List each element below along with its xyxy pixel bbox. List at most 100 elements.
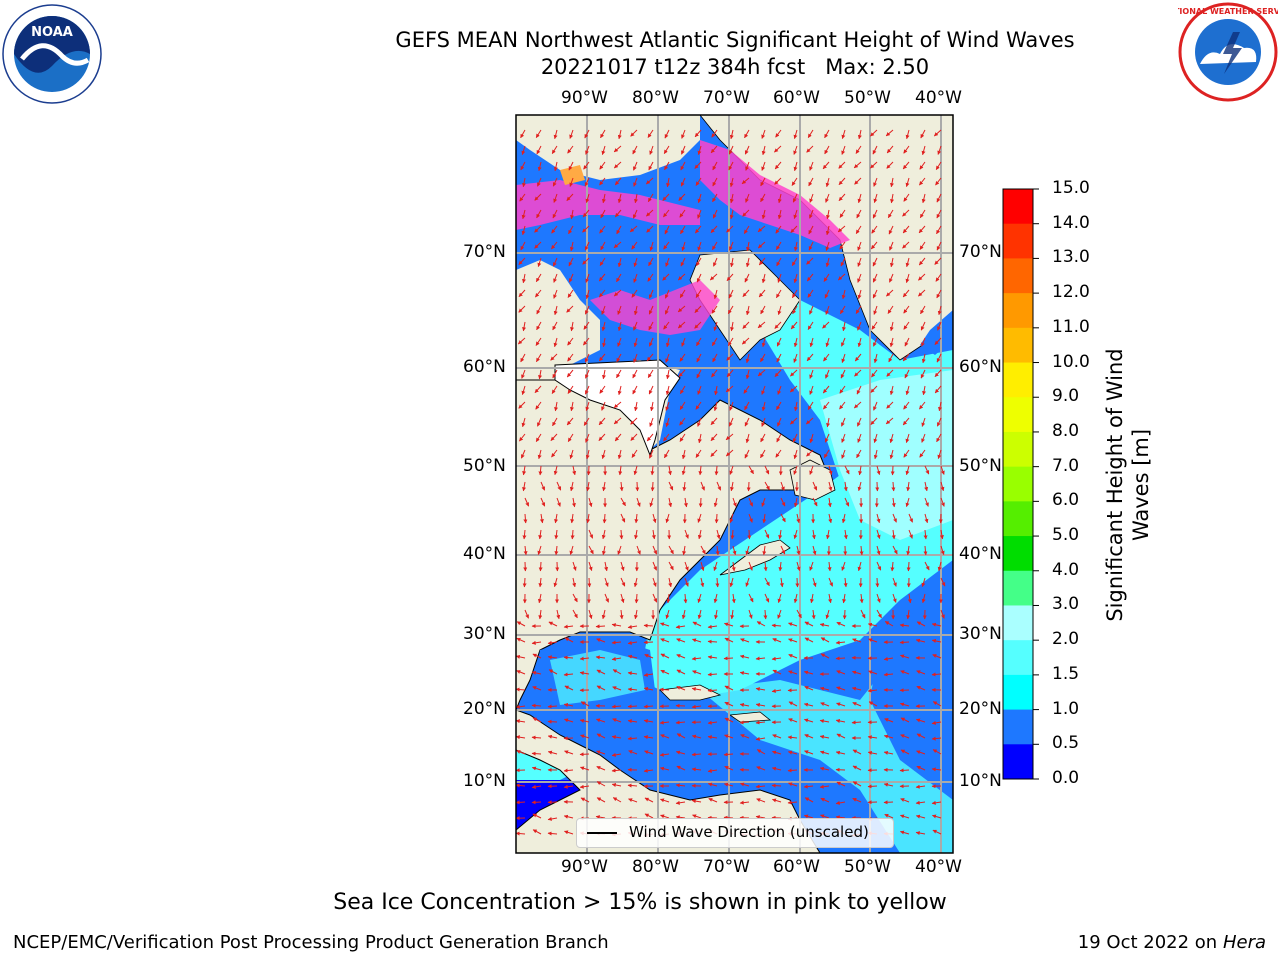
wind-wave-arrow (807, 401, 814, 410)
wind-wave-arrow (633, 577, 638, 588)
wind-wave-arrow (796, 545, 801, 556)
wind-wave-arrow (728, 145, 734, 155)
wind-wave-arrow (795, 577, 800, 588)
wind-wave-arrow (659, 766, 670, 771)
wind-wave-arrow (724, 734, 734, 739)
wind-wave-arrow (569, 449, 574, 459)
wind-wave-arrow (776, 337, 782, 347)
wind-wave-arrow (537, 417, 542, 427)
wind-wave-arrow (679, 289, 686, 298)
wind-wave-arrow (872, 257, 878, 267)
wind-wave-arrow (748, 561, 753, 571)
wind-wave-arrow (889, 449, 894, 460)
wind-wave-arrow (760, 193, 766, 203)
wind-wave-arrow (857, 193, 862, 204)
wind-wave-arrow (714, 465, 719, 476)
wind-wave-arrow (633, 465, 638, 476)
wind-wave-arrow (787, 800, 798, 805)
sea-ice-baffin (700, 140, 850, 248)
wind-wave-arrow (809, 161, 814, 171)
wind-wave-arrow (812, 577, 817, 587)
wind-wave-arrow (867, 688, 878, 693)
colorbar-segment (1003, 605, 1033, 641)
wind-wave-arrow (627, 783, 638, 788)
wind-wave-arrow (678, 369, 686, 378)
wind-wave-arrow (572, 609, 578, 619)
wind-wave-arrow (584, 385, 590, 395)
wind-wave-arrow (742, 289, 750, 297)
wind-wave-arrow (852, 670, 862, 675)
wind-wave-arrow (772, 638, 782, 643)
wind-wave-arrow (724, 765, 734, 771)
wind-wave-arrow (582, 209, 590, 218)
wind-wave-arrow (839, 241, 846, 250)
wind-wave-arrow (695, 289, 702, 298)
wind-wave-arrow (724, 717, 734, 723)
wind-wave-arrow (696, 337, 702, 347)
wind-wave-arrow (757, 369, 766, 377)
wind-wave-arrow (794, 401, 798, 412)
wind-wave-arrow (627, 719, 638, 724)
wind-wave-arrow (778, 529, 783, 540)
wind-wave-arrow (696, 369, 702, 379)
colorbar-tick-label: 15.0 (1052, 178, 1090, 198)
wind-wave-arrow (788, 670, 798, 675)
wind-wave-arrow (646, 209, 654, 217)
wind-wave-arrow (892, 593, 897, 603)
wind-wave-arrow (584, 177, 590, 187)
wind-wave-arrow (536, 321, 542, 331)
wind-wave-arrow (567, 385, 574, 394)
wind-wave-arrow (903, 449, 910, 458)
wind-wave-arrow (697, 145, 702, 155)
wind-wave-arrow (745, 305, 750, 316)
wind-wave-arrow (809, 465, 814, 475)
wind-wave-arrow (755, 784, 766, 789)
wave-zone-high (820, 370, 953, 540)
wind-wave-arrow (711, 305, 718, 314)
wind-wave-arrow (889, 257, 894, 268)
wind-wave-arrow (872, 209, 878, 219)
wind-wave-arrow (710, 417, 718, 426)
wind-wave-arrow (537, 449, 542, 460)
wind-wave-arrow (931, 736, 942, 741)
wind-wave-arrow (777, 593, 782, 603)
colorbar-tick-label: 7.0 (1052, 455, 1080, 476)
sea-ice-caption: Sea Ice Concentration > 15% is shown in … (333, 890, 947, 915)
wind-wave-arrow (876, 545, 881, 556)
wind-wave-arrow (940, 481, 945, 492)
wind-wave-arrow (757, 321, 766, 329)
wind-wave-arrow (679, 209, 686, 218)
wind-wave-arrow (886, 401, 894, 409)
wind-wave-arrow (664, 305, 670, 315)
wind-wave-arrow (570, 321, 575, 332)
wind-wave-arrow (756, 798, 766, 803)
wind-wave-arrow (745, 161, 750, 171)
wind-wave-arrow (634, 193, 638, 204)
wind-wave-arrow (584, 241, 590, 251)
wind-wave-arrow (776, 433, 782, 443)
wind-wave-arrow (902, 289, 910, 298)
wind-wave-arrow (822, 385, 830, 394)
wind-wave-arrow (873, 193, 878, 203)
wind-wave-arrow (809, 337, 814, 348)
wind-wave-arrow (790, 321, 798, 330)
wind-wave-arrow (551, 241, 558, 250)
wind-wave-arrow (700, 577, 705, 588)
wind-wave-arrow (620, 513, 626, 523)
wind-wave-arrow (584, 353, 590, 363)
wind-wave-arrow (692, 670, 702, 675)
colorbar-segment (1003, 570, 1033, 606)
wind-wave-arrow (936, 209, 942, 219)
wind-wave-arrow (631, 289, 638, 298)
wind-wave-arrow (713, 561, 718, 571)
wind-wave-arrow (755, 703, 766, 707)
wind-wave-arrow (522, 273, 526, 284)
wind-wave-arrow (726, 225, 734, 233)
wind-wave-arrow (921, 193, 926, 204)
wind-wave-arrow (682, 481, 687, 492)
wind-wave-arrow (924, 465, 930, 475)
wind-wave-arrow (553, 161, 558, 172)
wind-wave-arrow (535, 401, 542, 410)
wind-wave-arrow (566, 193, 574, 201)
